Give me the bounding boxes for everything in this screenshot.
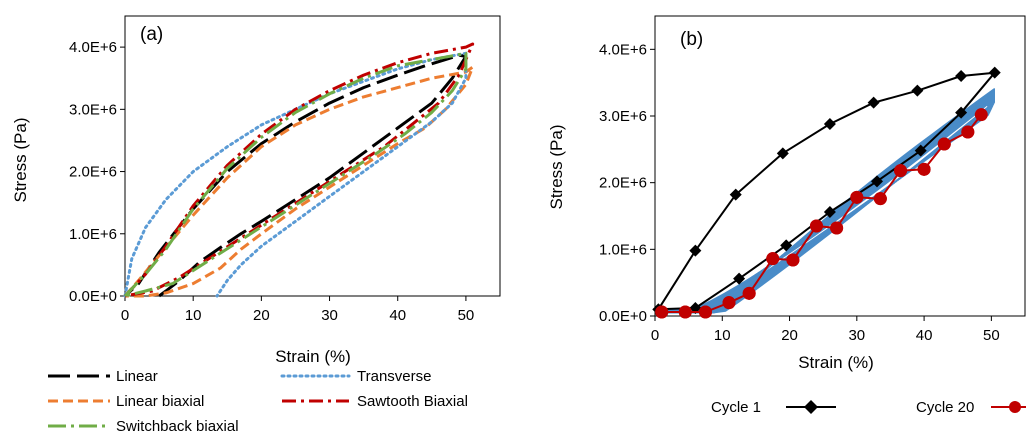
panel-b-x-tick-label: 10 xyxy=(714,327,731,344)
data-point-cycle-20 xyxy=(742,286,756,300)
legend-item-transverse: Transverse xyxy=(280,368,431,385)
data-point-cycle-1 xyxy=(776,147,789,160)
data-point-cycle-20 xyxy=(722,296,736,310)
data-point-cycle-20 xyxy=(830,221,844,235)
data-point-cycle-20 xyxy=(894,164,908,178)
panel-a-y-tick-label: 4.0E+6 xyxy=(69,39,117,56)
data-point-cycle-20 xyxy=(809,219,823,233)
panel-a-plot-frame xyxy=(124,15,501,297)
legend-label-cycle-1: Cycle 1 xyxy=(711,399,761,416)
data-point-cycle-1 xyxy=(823,206,836,218)
legend-item-linear-biaxial: Linear biaxial xyxy=(48,393,204,410)
data-point-cycle-1 xyxy=(733,272,746,285)
legend-swatch-cycle-20-marker xyxy=(1009,401,1021,413)
panel-b-x-axis: 0 10 20 30 40 50 xyxy=(651,316,1000,344)
data-point-cycle-1 xyxy=(955,70,968,82)
data-point-cycle-1 xyxy=(823,118,836,130)
panel-b-plot-frame xyxy=(654,15,1026,317)
legend-label-cycle-20: Cycle 20 xyxy=(916,399,974,416)
panel-b-y-tick-label: 4.0E+6 xyxy=(599,41,647,58)
panel-a-x-tick-label: 20 xyxy=(253,307,270,324)
panel-b-x-tick-label: 50 xyxy=(983,327,1000,344)
data-point-cycle-20 xyxy=(873,192,887,206)
data-point-cycle-20 xyxy=(678,305,692,319)
data-point-cycle-20 xyxy=(655,305,669,319)
panel-b-y-axis: 0.0E+0 1.0E+6 2.0E+6 3.0E+6 4.0E+6 xyxy=(599,41,655,325)
data-point-cycle-1 xyxy=(914,144,927,157)
series-line-linear-biaxial xyxy=(123,65,475,298)
panel-b-y-axis-title: Stress (Pa) xyxy=(547,124,566,209)
panel-a-label: (a) xyxy=(140,24,163,45)
panel-b-x-tick-label: 30 xyxy=(848,327,865,344)
panel-a-x-tick-label: 40 xyxy=(389,307,406,324)
panel-a-x-axis: 0 10 20 30 40 50 xyxy=(121,296,474,324)
legend-item-linear: Linear xyxy=(48,368,158,385)
panel-b-x-tick-label: 0 xyxy=(651,327,659,344)
series-line-sawtooth-biaxial xyxy=(123,42,475,298)
panel-a-series-group xyxy=(123,42,475,298)
data-point-cycle-1 xyxy=(780,239,793,252)
panel-b-legend: Cycle 1 Cycle 20 xyxy=(711,399,1026,416)
panel-b: (b) 0.0E+0 1.0E+6 2.0E+6 3.0E+6 4.0E+6 0 10 20… xyxy=(547,15,1026,372)
data-point-cycle-1 xyxy=(988,66,1001,79)
panel-b-x-tick-label: 20 xyxy=(781,327,798,344)
data-point-cycle-1 xyxy=(911,84,924,97)
panel-b-y-tick-label: 1.0E+6 xyxy=(599,241,647,258)
panel-b-y-tick-label: 2.0E+6 xyxy=(599,175,647,192)
series-line-switchback-biaxial xyxy=(123,51,468,298)
data-point-cycle-20 xyxy=(766,252,780,266)
legend-label-linear-biaxial: Linear biaxial xyxy=(116,393,204,410)
panel-a-y-tick-label: 1.0E+6 xyxy=(69,226,117,243)
panel-b-x-axis-title: Strain (%) xyxy=(798,353,874,372)
panel-b-y-tick-label: 3.0E+6 xyxy=(599,108,647,125)
panel-a-x-tick-label: 50 xyxy=(458,307,475,324)
legend-label-sawtooth-biaxial: Sawtooth Biaxial xyxy=(357,393,468,410)
panel-a: (a) 0.0E+0 1.0E+6 2.0E+6 3.0E+6 4.0E+6 0 10 20… xyxy=(11,15,501,366)
data-point-cycle-20 xyxy=(786,253,800,267)
panel-a-x-axis-title: Strain (%) xyxy=(275,347,351,366)
legend-item-cycle-1: Cycle 1 xyxy=(711,399,836,416)
panel-a-x-tick-label: 0 xyxy=(121,307,129,324)
data-point-cycle-1 xyxy=(729,188,742,201)
panel-a-legend: Linear Linear biaxial Switchback biaxial… xyxy=(48,368,468,435)
legend-label-linear: Linear xyxy=(116,368,158,385)
panel-a-y-tick-label: 2.0E+6 xyxy=(69,164,117,181)
legend-item-cycle-20: Cycle 20 xyxy=(916,399,1026,416)
data-point-cycle-20 xyxy=(850,190,864,204)
data-point-cycle-20 xyxy=(961,125,975,139)
panel-a-x-tick-label: 10 xyxy=(185,307,202,324)
data-point-cycle-1 xyxy=(955,106,968,119)
panel-a-y-tick-label: 3.0E+6 xyxy=(69,101,117,118)
data-point-cycle-1 xyxy=(689,244,702,257)
data-point-cycle-20 xyxy=(974,108,988,122)
panel-a-y-tick-label: 0.0E+0 xyxy=(69,288,117,305)
legend-item-sawtooth-biaxial: Sawtooth Biaxial xyxy=(282,393,468,410)
panel-b-series-group xyxy=(652,66,1001,319)
legend-swatch-cycle-1-marker xyxy=(804,400,818,414)
data-point-cycle-1 xyxy=(867,96,880,109)
panel-b-label: (b) xyxy=(680,29,703,50)
data-point-cycle-20 xyxy=(937,137,951,151)
legend-label-transverse: Transverse xyxy=(357,368,431,385)
panel-a-y-axis-title: Stress (Pa) xyxy=(11,117,30,202)
panel-a-x-tick-label: 30 xyxy=(321,307,338,324)
panel-a-y-axis: 0.0E+0 1.0E+6 2.0E+6 3.0E+6 4.0E+6 xyxy=(69,39,125,305)
data-point-cycle-20 xyxy=(698,305,712,319)
legend-item-switchback-biaxial: Switchback biaxial xyxy=(48,418,239,435)
panel-b-y-tick-label: 0.0E+0 xyxy=(599,308,647,325)
legend-label-switchback-biaxial: Switchback biaxial xyxy=(116,418,239,435)
data-point-cycle-1 xyxy=(871,175,883,188)
panel-b-x-tick-label: 40 xyxy=(916,327,933,344)
data-point-cycle-20 xyxy=(917,162,931,176)
